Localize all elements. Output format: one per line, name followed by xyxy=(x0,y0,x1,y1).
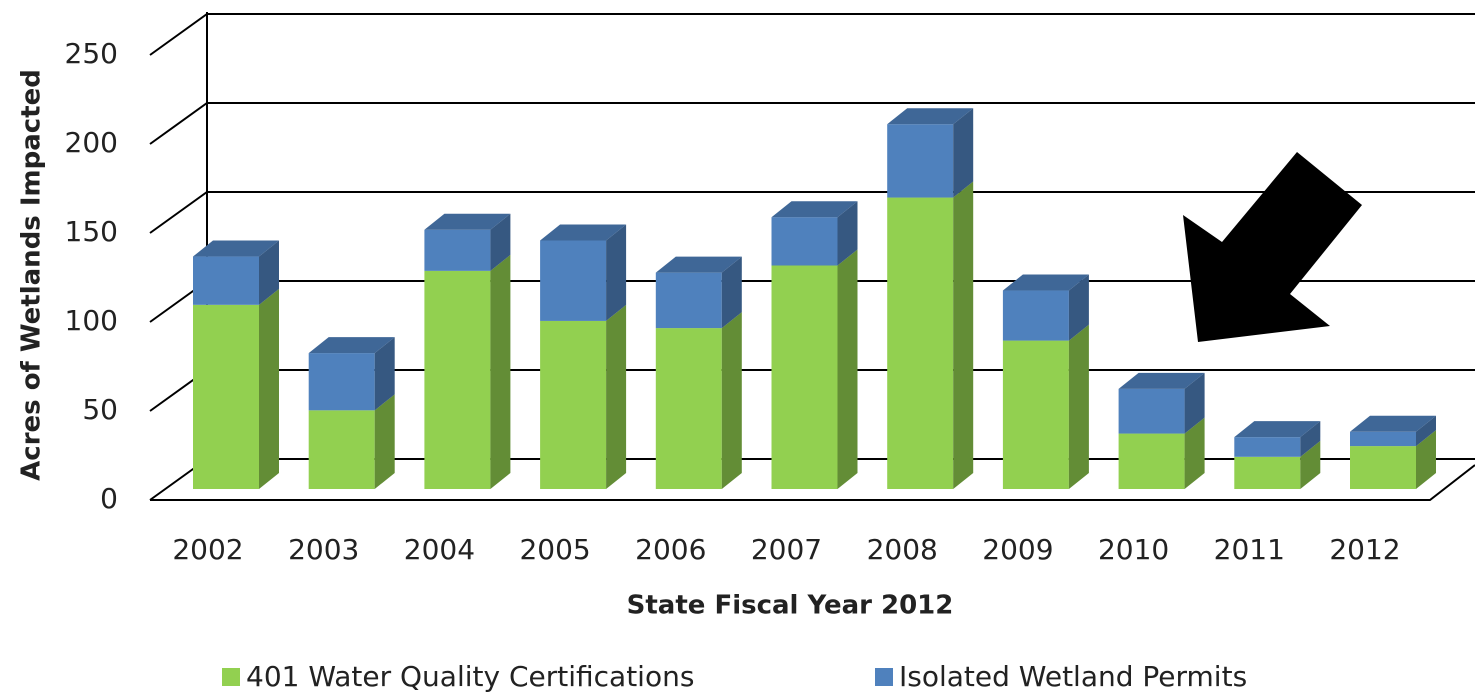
bar xyxy=(887,197,954,489)
y-tick-label: 0 xyxy=(100,482,118,515)
bar-top xyxy=(424,213,511,230)
bar xyxy=(1234,437,1301,457)
bar xyxy=(1350,446,1416,489)
bar xyxy=(424,270,491,489)
legend-label: Isolated Wetland Permits xyxy=(899,660,1247,693)
grid-line xyxy=(149,102,1475,145)
bar-side xyxy=(606,304,627,489)
y-axis-title: Acres of Wetlands Impacted xyxy=(17,69,47,481)
bar-side xyxy=(1184,372,1205,434)
bar-side xyxy=(259,240,279,305)
bar-side xyxy=(837,201,858,266)
legend-label: 401 Water Quality Certifications xyxy=(246,660,694,693)
bar-top xyxy=(1002,274,1089,291)
bar xyxy=(540,240,607,321)
legend-swatch xyxy=(222,668,240,686)
bar-side xyxy=(606,224,627,321)
bar-side xyxy=(1416,415,1436,447)
bar-top xyxy=(193,240,279,257)
bar xyxy=(655,328,722,489)
bar-side xyxy=(374,394,395,489)
bar-top xyxy=(1118,372,1205,389)
bar-side xyxy=(1300,440,1321,489)
bar-top xyxy=(308,337,395,354)
bar-side xyxy=(490,254,511,489)
bar-top xyxy=(887,108,974,125)
bar-side xyxy=(1068,324,1089,489)
bar xyxy=(771,217,838,266)
bar xyxy=(1002,340,1069,489)
y-tick-label: 250 xyxy=(65,37,118,70)
x-tick-label: 2007 xyxy=(751,533,822,566)
bar xyxy=(887,124,954,198)
x-tick-label: 2004 xyxy=(404,533,475,566)
bar xyxy=(1118,433,1185,489)
x-tick-label: 2002 xyxy=(172,533,243,566)
y-tick-label: 100 xyxy=(65,304,118,337)
y-tick-label: 50 xyxy=(82,393,118,426)
bar-side xyxy=(259,288,279,489)
bar-top xyxy=(771,201,858,218)
bar xyxy=(424,229,491,271)
x-tick-label: 2006 xyxy=(635,533,706,566)
bar xyxy=(771,265,838,489)
bar-side xyxy=(721,256,742,329)
bar-side xyxy=(953,108,974,198)
bar xyxy=(1234,456,1301,489)
bar-side xyxy=(721,312,742,489)
grid-line xyxy=(149,13,1475,56)
bar-top xyxy=(1350,415,1436,432)
bar-side xyxy=(837,249,858,489)
x-tick-label: 2010 xyxy=(1098,533,1169,566)
x-axis-title: State Fiscal Year 2012 xyxy=(627,591,954,621)
x-tick-label: 2008 xyxy=(867,533,938,566)
y-tick-label: 200 xyxy=(65,126,118,159)
x-tick-label: 2011 xyxy=(1214,533,1285,566)
bar-top xyxy=(655,256,742,273)
bar-side xyxy=(374,337,395,411)
bar xyxy=(1350,431,1416,447)
arrow xyxy=(1183,152,1362,342)
x-tick-label: 2003 xyxy=(288,533,359,566)
bar-side xyxy=(1300,421,1321,457)
bar xyxy=(540,320,607,489)
x-tick-label: 2009 xyxy=(982,533,1053,566)
legend-swatch xyxy=(875,668,893,686)
bar-side xyxy=(1416,430,1436,489)
bar xyxy=(308,410,375,489)
y-tick-label: 150 xyxy=(65,215,118,248)
bar xyxy=(1002,290,1069,341)
grid-line xyxy=(149,191,1475,234)
x-tick-label: 2012 xyxy=(1329,533,1400,566)
bar xyxy=(193,304,259,489)
bar-top xyxy=(1234,421,1321,438)
bar xyxy=(193,256,259,305)
bar xyxy=(655,272,722,329)
bar xyxy=(1118,388,1185,434)
x-tick-label: 2005 xyxy=(519,533,590,566)
bar-side xyxy=(1068,274,1089,341)
bar-side xyxy=(1184,417,1205,489)
floor xyxy=(150,464,1475,501)
bar-side xyxy=(490,213,511,271)
bar xyxy=(308,353,375,411)
bar-top xyxy=(540,224,627,241)
bar-side xyxy=(953,181,974,489)
